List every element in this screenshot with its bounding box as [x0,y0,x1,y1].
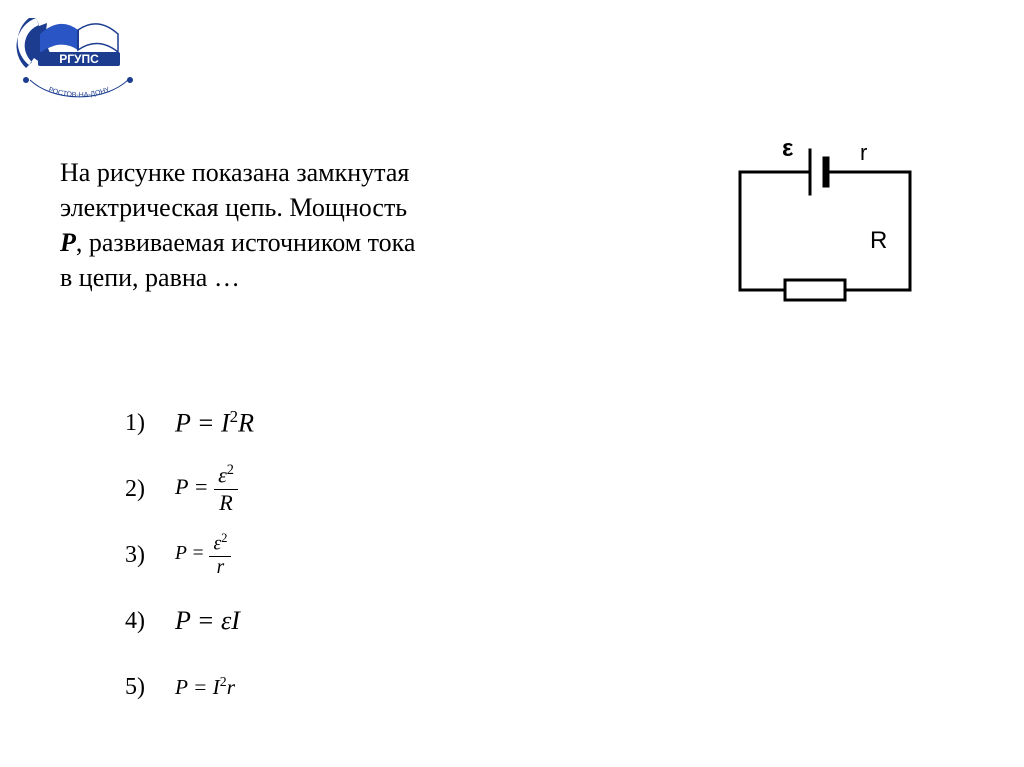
logo-text: РГУПС [59,52,99,66]
logo-arc-dot-left [23,77,29,83]
label-R: R [870,227,887,254]
answer-number: 1) [125,410,175,437]
circuit-wires [740,150,910,300]
question-text: На рисунке показана замкнутая электричес… [60,155,510,295]
circuit-diagram: ε r R [710,130,940,320]
question-line-3: Р, развиваемая источником тока [60,225,510,260]
logo-arc-dot-right [127,77,133,83]
book-right [78,24,118,52]
answer-option[interactable]: 4)P = εI [125,588,485,654]
university-logo: РГУПС РОСТОВ-НА-ДОНУ [10,8,140,108]
circuit-svg: ε r R [710,130,940,320]
question-line-2: электрическая цепь. Мощность [60,190,510,225]
logo-svg: РГУПС РОСТОВ-НА-ДОНУ [10,8,140,108]
label-r: r [860,140,867,165]
question-line-1: На рисунке показана замкнутая [60,155,510,190]
logo-curve-text: РОСТОВ-НА-ДОНУ [47,86,111,99]
answer-option[interactable]: 3)P = ε2r [125,522,485,588]
answer-option[interactable]: 2)P = ε2R [125,456,485,522]
page: РГУПС РОСТОВ-НА-ДОНУ На рисунке показана… [0,0,1024,767]
answer-number: 4) [125,608,175,635]
answer-option[interactable]: 5)P = I2r [125,654,485,720]
question-line-4: в цепи, равна … [60,260,510,295]
answer-formula: P = ε2R [175,462,238,515]
answer-formula: P = εI [175,606,240,636]
answer-number: 3) [125,542,175,569]
label-emf: ε [782,135,793,162]
answer-formula: P = ε2r [175,531,231,579]
answer-formula: P = I2r [175,674,235,700]
answer-formula: P = I2R [175,407,254,439]
answer-number: 5) [125,674,175,701]
answer-list: 1)P = I2R2)P = ε2R3)P = ε2r4)P = εI5)P =… [125,390,485,720]
var-P: Р [60,228,76,257]
answer-option[interactable]: 1)P = I2R [125,390,485,456]
question-line-3-rest: , развиваемая источником тока [76,228,416,257]
answer-number: 2) [125,476,175,503]
